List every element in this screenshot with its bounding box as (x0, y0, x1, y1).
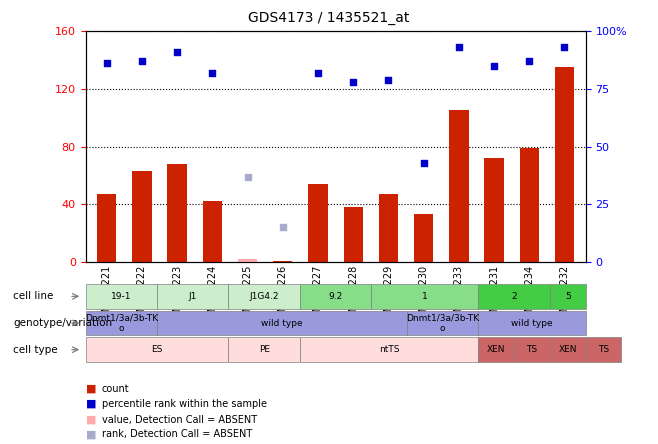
Bar (86, 337, 228, 362)
Bar (478, 337, 514, 362)
Bar (514, 337, 550, 362)
Text: value, Detection Call = ABSENT: value, Detection Call = ABSENT (102, 415, 257, 424)
Bar (449, 111, 468, 262)
Point (348, 78, 359, 85)
Text: ES: ES (151, 345, 163, 354)
Point (524, 58, 534, 65)
Text: Dnmt1/3a/3b-TK
o: Dnmt1/3a/3b-TK o (85, 313, 158, 333)
Point (101, 60, 112, 67)
Bar (157, 311, 407, 335)
Text: ■: ■ (86, 415, 96, 424)
Text: 19-1: 19-1 (111, 292, 132, 301)
Point (559, 44, 570, 51)
Point (137, 58, 147, 65)
Text: percentile rank within the sample: percentile rank within the sample (102, 399, 267, 409)
Text: TS: TS (598, 345, 609, 354)
Text: GDS4173 / 1435521_at: GDS4173 / 1435521_at (248, 11, 410, 25)
Bar (586, 337, 621, 362)
Bar (407, 311, 478, 335)
Text: TS: TS (526, 345, 538, 354)
Bar (414, 214, 434, 262)
Bar (300, 337, 478, 362)
Text: J1G4.2: J1G4.2 (249, 292, 279, 301)
Bar (86, 284, 157, 309)
Bar (132, 171, 151, 262)
Text: 2: 2 (511, 292, 517, 301)
Bar (273, 261, 292, 262)
Point (489, 62, 499, 69)
Point (207, 69, 218, 76)
Point (242, 173, 253, 180)
Bar (555, 67, 574, 262)
Text: XEN: XEN (487, 345, 505, 354)
Bar (550, 284, 586, 309)
Bar (300, 284, 371, 309)
Text: cell type: cell type (13, 345, 58, 355)
Point (278, 224, 288, 231)
Text: ■: ■ (86, 429, 96, 439)
Point (418, 159, 429, 166)
Point (383, 76, 393, 83)
Point (313, 69, 323, 76)
Bar (203, 202, 222, 262)
Bar (484, 158, 504, 262)
Bar (343, 207, 363, 262)
Bar (371, 284, 478, 309)
Bar (379, 194, 398, 262)
Bar (520, 148, 539, 262)
Text: J1: J1 (188, 292, 197, 301)
Text: 1: 1 (422, 292, 428, 301)
Text: 9.2: 9.2 (328, 292, 343, 301)
Text: ntTS: ntTS (379, 345, 399, 354)
Text: rank, Detection Call = ABSENT: rank, Detection Call = ABSENT (102, 429, 252, 439)
Bar (228, 284, 300, 309)
Point (172, 48, 182, 56)
Point (453, 44, 464, 51)
Text: cell line: cell line (13, 291, 53, 301)
Bar (228, 337, 300, 362)
Text: ■: ■ (86, 399, 96, 409)
Text: wild type: wild type (261, 318, 303, 328)
Bar (86, 311, 157, 335)
Bar (157, 284, 228, 309)
Bar (478, 311, 586, 335)
Text: count: count (102, 384, 130, 393)
Bar (550, 337, 586, 362)
Text: wild type: wild type (511, 318, 553, 328)
Bar (309, 184, 328, 262)
Text: Dnmt1/3a/3b-TK
o: Dnmt1/3a/3b-TK o (406, 313, 479, 333)
Text: genotype/variation: genotype/variation (13, 318, 113, 328)
Text: ■: ■ (86, 384, 96, 393)
Bar (238, 259, 257, 262)
Bar (97, 194, 116, 262)
Text: PE: PE (259, 345, 270, 354)
Bar (167, 164, 187, 262)
Text: 5: 5 (565, 292, 570, 301)
Text: XEN: XEN (559, 345, 577, 354)
Bar (478, 284, 550, 309)
